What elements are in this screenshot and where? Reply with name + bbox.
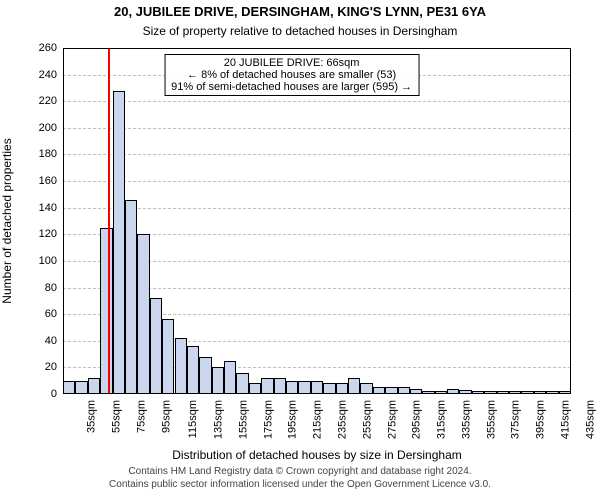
- histogram-bar: [261, 378, 273, 394]
- histogram-bar: [125, 200, 137, 394]
- ytick-label: 120: [39, 228, 57, 240]
- xtick-label: 35sqm: [86, 400, 98, 433]
- xtick-label: 315sqm: [436, 400, 448, 439]
- ytick-label: 60: [45, 308, 57, 320]
- footer-line1: Contains HM Land Registry data © Crown c…: [128, 466, 471, 477]
- xtick-label: 95sqm: [160, 400, 172, 433]
- histogram-bar: [212, 367, 224, 394]
- xtick-label: 55sqm: [110, 400, 122, 433]
- histogram-bar: [336, 383, 348, 394]
- chart-container: 20, JUBILEE DRIVE, DERSINGHAM, KING'S LY…: [0, 0, 600, 500]
- chart-title-address: 20, JUBILEE DRIVE, DERSINGHAM, KING'S LY…: [0, 4, 600, 19]
- histogram-bar: [274, 378, 286, 394]
- histogram-bar: [323, 383, 335, 394]
- histogram-bar: [509, 391, 521, 394]
- histogram-bar: [360, 383, 372, 394]
- ytick-label: 80: [45, 282, 57, 294]
- xtick-label: 115sqm: [187, 400, 199, 438]
- histogram-bar: [137, 234, 149, 394]
- footer-line2: Contains public sector information licen…: [109, 479, 491, 490]
- histogram-bar: [435, 391, 447, 394]
- histogram-bar: [385, 387, 397, 394]
- histogram-bar: [113, 91, 125, 394]
- histogram-bar: [447, 389, 459, 394]
- histogram-bar: [187, 346, 199, 394]
- ytick-label: 20: [45, 361, 57, 373]
- xtick-label: 335sqm: [460, 400, 472, 439]
- xtick-label: 435sqm: [584, 400, 596, 439]
- chart-subtitle: Size of property relative to detached ho…: [0, 24, 600, 38]
- annotation-box: 20 JUBILEE DRIVE: 66sqm← 8% of detached …: [164, 54, 419, 96]
- ytick-label: 100: [39, 255, 57, 267]
- histogram-bar: [236, 373, 248, 394]
- histogram-bar: [286, 381, 298, 394]
- histogram-bar: [63, 381, 75, 394]
- histogram-bar: [224, 361, 236, 394]
- xtick-label: 415sqm: [560, 400, 572, 439]
- xtick-label: 175sqm: [262, 400, 274, 439]
- histogram-bar: [298, 381, 310, 394]
- xtick-label: 155sqm: [237, 400, 249, 439]
- xtick-label: 75sqm: [135, 400, 147, 433]
- histogram-bar: [249, 383, 261, 394]
- ytick-label: 220: [39, 95, 57, 107]
- xtick-label: 355sqm: [485, 400, 497, 439]
- xtick-label: 295sqm: [411, 400, 423, 439]
- ytick-label: 0: [51, 388, 57, 400]
- histogram-bar: [472, 391, 484, 394]
- ytick-label: 40: [45, 335, 57, 347]
- histogram-bar: [559, 391, 571, 394]
- histogram-bar: [150, 298, 162, 394]
- annotation-line: 91% of semi-detached houses are larger (…: [171, 81, 412, 93]
- histogram-bar: [100, 228, 112, 394]
- histogram-bar: [75, 381, 87, 394]
- x-axis-label: Distribution of detached houses by size …: [63, 448, 571, 462]
- annotation-line: 20 JUBILEE DRIVE: 66sqm: [171, 57, 412, 69]
- xtick-label: 255sqm: [361, 400, 373, 439]
- histogram-bar: [373, 387, 385, 394]
- gridline-h: [63, 101, 571, 102]
- ytick-label: 240: [39, 69, 57, 81]
- gridline-h: [63, 128, 571, 129]
- histogram-bar: [521, 391, 533, 394]
- gridline-h: [63, 208, 571, 209]
- xtick-label: 135sqm: [213, 400, 225, 439]
- histogram-bar: [199, 357, 211, 394]
- xtick-label: 215sqm: [312, 400, 324, 439]
- ytick-label: 160: [39, 175, 57, 187]
- y-axis-label: Number of detached properties: [0, 138, 14, 303]
- xtick-label: 235sqm: [337, 400, 349, 439]
- histogram-bar: [88, 378, 100, 394]
- annotation-line: ← 8% of detached houses are smaller (53): [171, 69, 412, 81]
- xtick-label: 275sqm: [386, 400, 398, 439]
- histogram-bar: [546, 391, 558, 394]
- gridline-h: [63, 181, 571, 182]
- ytick-label: 200: [39, 122, 57, 134]
- xtick-label: 195sqm: [287, 400, 299, 439]
- xtick-label: 375sqm: [510, 400, 522, 439]
- histogram-bar: [398, 387, 410, 394]
- histogram-bar: [422, 391, 434, 394]
- footer-text: Contains HM Land Registry data © Crown c…: [0, 466, 600, 491]
- gridline-h: [63, 154, 571, 155]
- ytick-label: 180: [39, 148, 57, 160]
- plot-area: 02040608010012014016018020022024026035sq…: [63, 48, 571, 394]
- histogram-bar: [484, 391, 496, 394]
- histogram-bar: [348, 378, 360, 394]
- histogram-bar: [410, 389, 422, 394]
- ytick-label: 260: [39, 42, 57, 54]
- ytick-label: 140: [39, 202, 57, 214]
- histogram-bar: [311, 381, 323, 394]
- histogram-bar: [175, 338, 187, 394]
- histogram-bar: [497, 391, 509, 394]
- reference-line: [108, 48, 110, 394]
- histogram-bar: [534, 391, 546, 394]
- histogram-bar: [459, 390, 471, 394]
- histogram-bar: [162, 319, 174, 394]
- xtick-label: 395sqm: [535, 400, 547, 439]
